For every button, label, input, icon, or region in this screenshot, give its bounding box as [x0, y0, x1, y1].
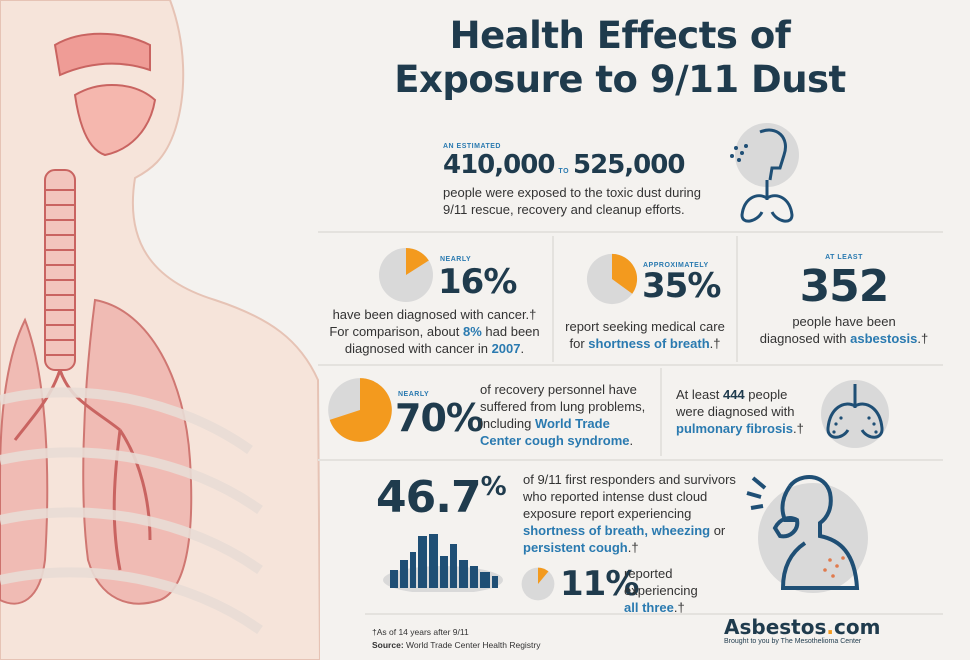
- breath-text: report seeking medical care for shortnes…: [556, 318, 734, 352]
- lung-pie-slice: [329, 378, 392, 442]
- exposed-stat: AN ESTIMATED 410,000 TO 525,000 people w…: [443, 143, 723, 218]
- exposed-high: 525,000: [573, 150, 685, 180]
- responders-line-5: persistent cough.†: [523, 540, 639, 555]
- responders-line-1: of 9/11 first responders and survivors: [523, 472, 736, 487]
- brand-com: com: [833, 615, 881, 639]
- skyline-icon: [383, 534, 503, 592]
- lung-line-4: Center cough syndrome.: [480, 433, 634, 448]
- asbestosis-line-1: people have been: [792, 314, 896, 329]
- asbestosis-line-2: diagnosed with asbestosis.†: [759, 331, 929, 346]
- brand-tagline: Brought to you by The Mesothelioma Cente…: [724, 638, 862, 645]
- responders-pct: %: [480, 472, 507, 502]
- breath-line-2: for shortness of breath.†: [569, 336, 721, 351]
- asbestosis-text: people have been diagnosed with asbestos…: [740, 313, 948, 347]
- all-three-line-3: all three.†: [624, 600, 685, 615]
- footnote: †As of 14 years after 9/11 Source: World…: [372, 626, 541, 652]
- fibrosis-text: At least 444 people were diagnosed with …: [676, 386, 816, 437]
- divider-lower: [318, 459, 943, 461]
- cancer-pie-slice: [406, 248, 429, 275]
- lung-line-2: suffered from lung problems,: [480, 399, 646, 414]
- exposed-pre: AN ESTIMATED: [443, 143, 501, 150]
- cancer-line-2: For comparison, about 8% had been: [329, 324, 540, 339]
- responders-line-2: who reported intense dust cloud: [523, 489, 708, 504]
- lung-line-1: of recovery personnel have: [480, 382, 637, 397]
- cancer-line-3: diagnosed with cancer in 2007.: [344, 341, 525, 356]
- lung-text: of recovery personnel have suffered from…: [480, 381, 660, 449]
- lung-value: 70%: [395, 396, 484, 440]
- responders-line-4: shortness of breath, wheezing or: [523, 523, 726, 538]
- footnote-note: †As of 14 years after 9/11: [372, 627, 469, 637]
- page-title: Health Effects of Exposure to 9/11 Dust: [330, 14, 910, 102]
- lung-line-3: including World Trade: [480, 416, 610, 431]
- lung-pre: NEARLY: [398, 391, 430, 398]
- brand-name: Asbestos: [724, 615, 827, 639]
- all-three-pie-chart: [521, 567, 555, 601]
- title-line-2: Exposure to 9/11 Dust: [394, 58, 846, 101]
- exposed-text: people were exposed to the toxic dust du…: [443, 185, 702, 217]
- brand-logo[interactable]: Asbestos.com Brought to you by The Mesot…: [724, 616, 880, 645]
- divider-v1: [552, 236, 554, 362]
- all-three-value: 11%: [560, 564, 639, 604]
- coughing-person-icon: [746, 475, 868, 593]
- asbestosis-value: 352: [799, 261, 890, 312]
- fibrosis-line-1: At least 444 people: [676, 387, 788, 402]
- cancer-pre: NEARLY: [440, 256, 472, 263]
- fibrosis-line-3: pulmonary fibrosis.†: [676, 421, 804, 436]
- footnote-source: Source: World Trade Center Health Regist…: [372, 640, 541, 650]
- cancer-text: have been diagnosed with cancer.† For co…: [322, 306, 547, 357]
- breath-pie-slice: [612, 253, 638, 294]
- exposed-low: 410,000: [443, 150, 555, 180]
- divider-mid: [318, 364, 943, 366]
- exposed-to: TO: [558, 168, 570, 175]
- anatomy-illustration: [0, 0, 320, 660]
- fibrosis-line-2: were diagnosed with: [676, 404, 795, 419]
- all-three-pie-slice: [538, 567, 549, 584]
- divider-top: [318, 231, 943, 233]
- responders-value: 46.7: [376, 472, 482, 523]
- responders-line-3: exposure report experiencing: [523, 506, 692, 521]
- cancer-value: 16%: [438, 262, 517, 302]
- breath-pre: APPROXIMATELY: [643, 262, 709, 269]
- brand-dot: .: [826, 615, 834, 639]
- all-three-text: reported experiencing all three.†: [624, 565, 734, 616]
- all-three-line-1: reported: [624, 566, 673, 581]
- cancer-pie-chart: [379, 248, 433, 302]
- all-three-line-2: experiencing: [624, 583, 698, 598]
- fibrosis-lungs-icon: [821, 380, 889, 448]
- cancer-line-1: have been diagnosed with cancer.†: [332, 307, 537, 322]
- lung-pie-chart: [328, 378, 392, 442]
- breath-value: 35%: [642, 266, 721, 306]
- divider-bottom: [365, 613, 943, 615]
- title-line-1: Health Effects of: [449, 14, 791, 57]
- asbestosis-pre: AT LEAST: [825, 254, 863, 261]
- breath-pie-chart: [586, 253, 638, 305]
- responders-stat: 46.7%: [376, 472, 507, 523]
- divider-v2: [736, 236, 738, 362]
- divider-v3: [660, 368, 662, 456]
- breath-line-1: report seeking medical care: [565, 319, 725, 334]
- responders-text: of 9/11 first responders and survivors w…: [523, 471, 763, 556]
- lungs-head-icon: [730, 123, 799, 223]
